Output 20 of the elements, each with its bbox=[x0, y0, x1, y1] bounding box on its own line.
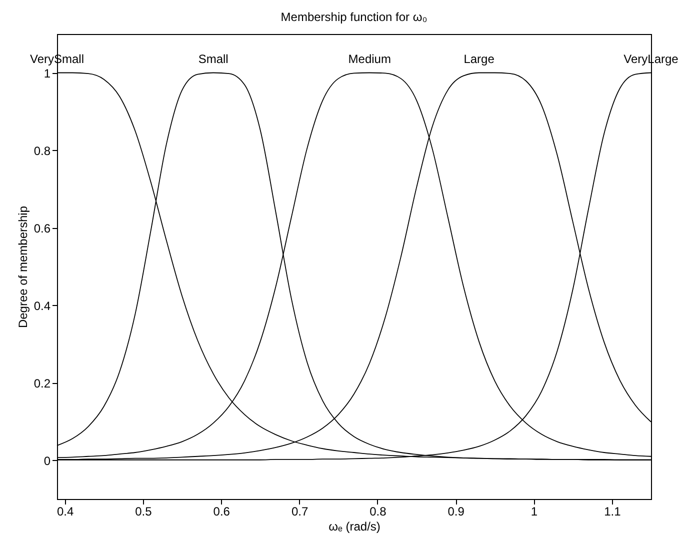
y-tick-label: 0.8 bbox=[34, 144, 51, 158]
x-tick-label: 0.8 bbox=[370, 504, 387, 518]
x-tick-label: 0.9 bbox=[448, 504, 465, 518]
x-tick-label: 0.7 bbox=[291, 504, 308, 518]
y-tick-label: 0.2 bbox=[34, 376, 51, 390]
x-tick-label: 0.6 bbox=[213, 504, 230, 518]
series-label: Medium bbox=[348, 52, 391, 66]
x-axis-title: ωₑ (rad/s) bbox=[328, 520, 380, 534]
y-tick-label: 0.4 bbox=[34, 298, 51, 313]
y-axis-title: Degree of membership bbox=[16, 206, 30, 328]
x-tick-label: 0.5 bbox=[135, 504, 152, 518]
x-tick-label: 1 bbox=[530, 504, 538, 518]
x-tick-label: 0.4 bbox=[56, 504, 74, 518]
series-label: Large bbox=[464, 52, 495, 66]
y-tick-label: 1 bbox=[44, 66, 51, 80]
y-tick-label: 0.6 bbox=[34, 221, 51, 236]
chart-title: Membership function for ω₀ bbox=[280, 10, 428, 24]
y-tick-label: 0 bbox=[44, 454, 51, 468]
x-tick-label: 1.1 bbox=[604, 504, 622, 518]
series-label: Small bbox=[198, 52, 228, 66]
